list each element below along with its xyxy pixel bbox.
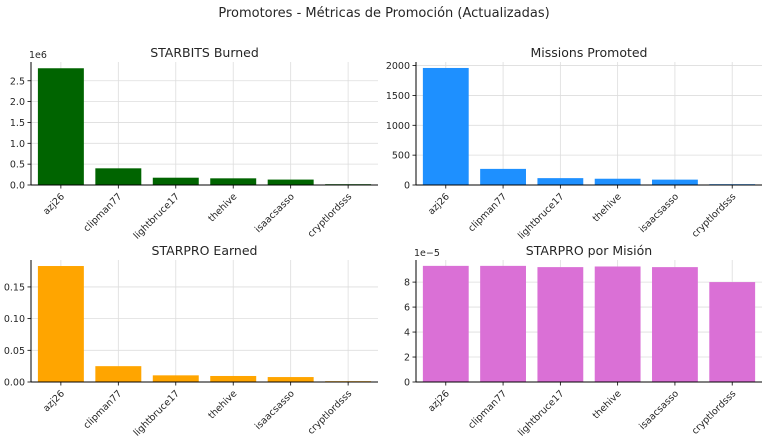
- bar-clipman77: [95, 168, 142, 185]
- subplot-1: 0.0 0.5 1.0 1.5 2.0 2.5 azj26 clipman77 lightbru…: [10, 45, 378, 242]
- y-tick-label: 2000: [386, 61, 410, 72]
- bar-lightbruce17: [152, 375, 199, 382]
- x-tick-label: azj26: [41, 388, 67, 414]
- x-tick-label: thehive: [206, 388, 239, 421]
- y-tick-label: 0.15: [4, 282, 25, 293]
- x-tick-label: isaacsasso: [637, 191, 681, 235]
- x-tick-label: clipman77: [82, 191, 125, 234]
- bar-azj26: [37, 68, 84, 185]
- y-tick-label: 1.0: [10, 139, 25, 150]
- x-tick-label: lightbruce17: [132, 191, 182, 241]
- bar-thehive: [210, 178, 257, 185]
- y-tick-label: 0: [404, 181, 410, 192]
- x-tick-label: isaacsasso: [253, 191, 297, 235]
- y-tick-label: 8: [404, 278, 410, 289]
- x-tick-label: clipman77: [466, 191, 509, 234]
- subplot-title: Missions Promoted: [531, 45, 648, 60]
- subplot-title: STARPRO Earned: [152, 243, 258, 258]
- axis-offset-label: 1e6: [29, 50, 47, 61]
- y-tick-label: 0.05: [4, 346, 25, 357]
- bar-clipman77: [480, 265, 526, 382]
- x-tick-label: thehive: [206, 191, 239, 224]
- x-tick-label: clipman77: [466, 388, 509, 431]
- bar-thehive: [594, 178, 641, 185]
- x-tick-label: isaacsasso: [637, 388, 681, 432]
- y-tick-label: 4: [404, 328, 410, 339]
- bar-lightbruce17: [537, 178, 584, 185]
- axis-offset-label: 1e−5: [414, 248, 440, 259]
- x-tick-label: thehive: [591, 191, 624, 224]
- bar-lightbruce17: [152, 177, 199, 185]
- x-tick-label: azj26: [426, 388, 452, 414]
- subplot-4: 0 2 4 6 8 azj26 clipman77 lightbruce17 thehive is…: [404, 243, 762, 439]
- bar-thehive: [210, 375, 257, 382]
- y-tick-label: 2.0: [10, 97, 25, 108]
- subplot-title: STARPRO por Misión: [526, 243, 652, 258]
- bar-thehive: [594, 266, 641, 382]
- y-tick-label: 0.5: [10, 160, 25, 171]
- x-tick-label: cryptlordsss: [690, 388, 739, 437]
- x-tick-label: azj26: [41, 191, 67, 217]
- y-tick-label: 0.0: [10, 181, 25, 192]
- x-tick-label: lightbruce17: [516, 388, 566, 438]
- x-tick-label: cryptlordsss: [690, 191, 739, 240]
- x-tick-label: lightbruce17: [132, 388, 182, 438]
- y-tick-label: 0.10: [4, 314, 25, 325]
- subplot-2: 0 500 1000 1500 2000 azj26 clipman77 lightbruce…: [386, 45, 762, 242]
- bar-azj26: [37, 266, 84, 382]
- bar-lightbruce17: [537, 267, 584, 382]
- y-tick-label: 6: [404, 303, 410, 314]
- x-tick-label: azj26: [426, 191, 452, 217]
- subplot-3: 0.00 0.05 0.10 0.15 azj26 clipman77 lightbruce…: [4, 243, 378, 439]
- bar-azj26: [422, 67, 469, 185]
- bar-isaacsasso: [267, 377, 314, 382]
- x-tick-label: cryptlordsss: [306, 191, 355, 240]
- x-tick-label: thehive: [591, 388, 624, 421]
- x-tick-label: lightbruce17: [516, 191, 566, 241]
- bar-azj26: [422, 265, 469, 382]
- x-tick-label: isaacsasso: [253, 388, 297, 432]
- y-tick-label: 500: [392, 151, 410, 162]
- bar-isaacsasso: [652, 179, 698, 185]
- y-tick-label: 1000: [386, 121, 410, 132]
- x-tick-label: clipman77: [82, 388, 125, 431]
- y-tick-label: 1500: [386, 91, 410, 102]
- y-tick-label: 1.5: [10, 118, 25, 129]
- y-tick-label: 2: [404, 353, 410, 364]
- bar-clipman77: [480, 168, 526, 185]
- subplot-title: STARBITS Burned: [150, 45, 259, 60]
- bar-isaacsasso: [267, 179, 314, 185]
- bar-cryptlordsss: [709, 282, 756, 382]
- bar-clipman77: [95, 366, 142, 382]
- x-tick-label: cryptlordsss: [306, 388, 355, 437]
- bar-isaacsasso: [652, 267, 698, 382]
- figure-suptitle: Promotores - Métricas de Promoción (Actu…: [218, 6, 549, 21]
- y-tick-label: 0: [404, 378, 410, 389]
- y-tick-label: 0.00: [4, 378, 25, 389]
- y-tick-label: 2.5: [10, 76, 25, 87]
